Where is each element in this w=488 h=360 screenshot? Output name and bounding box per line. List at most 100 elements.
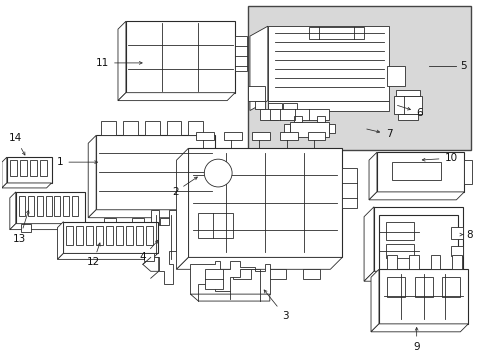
Bar [397,113,417,121]
Polygon shape [10,224,85,230]
Bar [342,168,356,208]
Polygon shape [2,183,51,188]
Bar [101,121,116,135]
Text: 4: 4 [139,240,158,262]
Polygon shape [247,86,264,100]
Bar [104,218,116,228]
Bar [136,226,142,246]
Bar [251,132,269,140]
Bar [63,222,157,253]
Polygon shape [176,257,342,269]
Bar [96,135,215,210]
Bar [442,277,459,297]
Polygon shape [373,207,462,271]
Text: 14: 14 [9,133,25,155]
Bar [126,226,133,246]
Bar [188,148,342,257]
Bar [429,255,440,269]
Polygon shape [142,257,158,271]
Polygon shape [364,271,462,281]
Bar [166,121,181,135]
Bar [40,160,46,176]
Bar [132,218,143,228]
Text: 9: 9 [412,328,419,352]
Bar [385,222,413,239]
Bar [122,121,138,135]
Text: 11: 11 [96,58,142,68]
Bar [307,132,325,140]
Polygon shape [88,135,96,218]
Bar [96,226,103,246]
Bar [160,218,171,228]
Circle shape [204,159,232,187]
Bar [386,277,404,297]
Bar [196,132,214,140]
Polygon shape [88,210,215,218]
Polygon shape [118,93,235,100]
Bar [395,90,419,96]
Polygon shape [57,253,157,260]
Bar [66,226,73,246]
Bar [267,103,281,109]
Polygon shape [267,26,388,100]
Bar [282,103,296,109]
Bar [187,218,199,228]
Polygon shape [176,148,188,269]
Text: 13: 13 [13,210,29,244]
Bar [463,160,471,184]
Bar [86,226,93,246]
Bar [451,255,461,269]
Bar [198,213,233,238]
Bar [279,132,297,140]
Bar [7,157,51,183]
Bar [247,6,470,150]
Text: 2: 2 [172,177,197,197]
Bar [144,121,160,135]
Bar [289,122,328,137]
Polygon shape [249,26,267,111]
Bar [145,226,152,246]
Bar [54,196,61,216]
Polygon shape [370,324,468,332]
Bar [16,192,85,224]
Bar [309,27,364,39]
Bar [205,269,223,289]
Bar [188,121,203,135]
Bar [198,269,216,279]
Bar [267,269,285,279]
Bar [283,125,289,133]
Bar [376,152,463,192]
Text: 12: 12 [86,243,100,267]
Bar [391,162,441,180]
Text: 5: 5 [459,61,466,71]
Bar [63,196,69,216]
Bar [302,269,320,279]
Bar [30,160,37,176]
Bar [20,224,31,231]
Polygon shape [2,157,7,188]
Polygon shape [57,222,63,260]
Bar [70,224,80,231]
Polygon shape [10,192,16,230]
Bar [385,244,413,258]
Polygon shape [368,152,376,200]
Bar [37,196,42,216]
Bar [235,36,246,71]
Bar [126,21,235,93]
Bar [259,109,277,121]
Polygon shape [364,207,373,281]
Bar [450,227,462,239]
Text: 3: 3 [264,290,288,321]
Bar [76,226,83,246]
Bar [378,269,468,324]
Polygon shape [269,109,328,121]
Bar [116,226,122,246]
Text: 6: 6 [397,105,423,117]
Bar [254,100,264,109]
Bar [20,160,27,176]
Bar [393,96,421,113]
Bar [386,255,396,269]
Polygon shape [150,210,175,284]
Text: 1: 1 [57,157,97,167]
Polygon shape [190,294,269,301]
